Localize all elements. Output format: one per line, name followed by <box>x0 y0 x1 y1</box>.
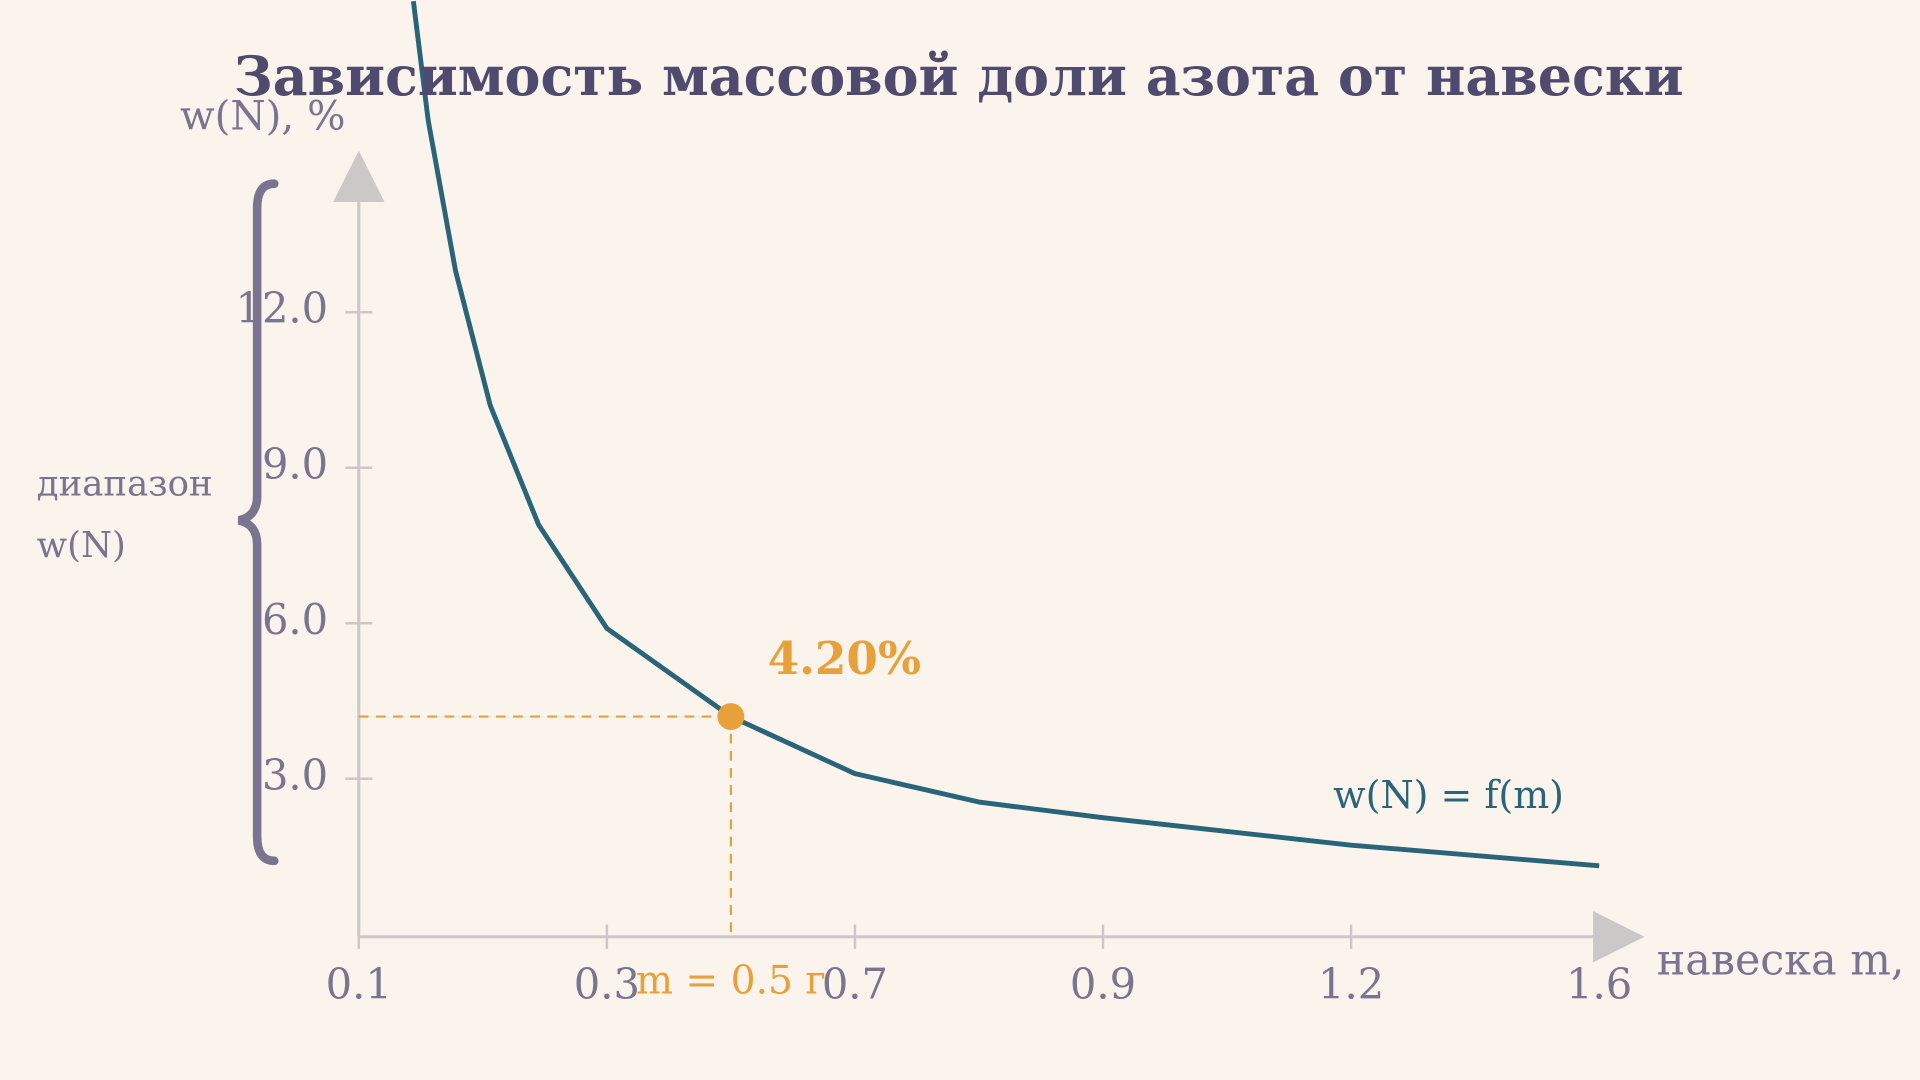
y-tick-label: 12.0 <box>235 284 328 333</box>
brace <box>237 179 279 866</box>
highlight-point <box>717 703 745 731</box>
x-axis-arrow <box>1593 911 1645 963</box>
y-axis-label: w(N), % <box>180 91 346 139</box>
x-tick-label: 1.2 <box>1318 960 1384 1009</box>
highlight-value-label: 4.20% <box>768 631 921 685</box>
brace-label: w(N) <box>37 525 126 566</box>
y-tick-label: 6.0 <box>262 595 328 644</box>
x-tick-label: 1.6 <box>1566 960 1632 1009</box>
x-tick-label: 0.1 <box>326 960 392 1009</box>
curve-label: w(N) = f(m) <box>1333 773 1564 817</box>
x-tick-label: 0.9 <box>1070 960 1136 1009</box>
x-tick-label: 0.7 <box>822 960 888 1009</box>
brace-label: диапазон <box>37 464 213 505</box>
x-tick-label: 0.3 <box>574 960 640 1009</box>
x-axis-label: навеска m, <box>1657 936 1905 986</box>
chart-title: Зависимость массовой доли азота от навес… <box>234 44 1684 108</box>
y-axis-arrow <box>333 150 385 203</box>
curve <box>410 0 1600 869</box>
highlight-x-label: m = 0.5 г <box>636 958 826 1003</box>
plot: 3.0 6.0 9.0 12.0 0.1 0.3 0.7 0.9 1.2 1.6 w(N) = f(… <box>235 0 1632 1009</box>
y-tick-label: 3.0 <box>262 750 328 799</box>
y-tick-label: 9.0 <box>262 439 328 488</box>
